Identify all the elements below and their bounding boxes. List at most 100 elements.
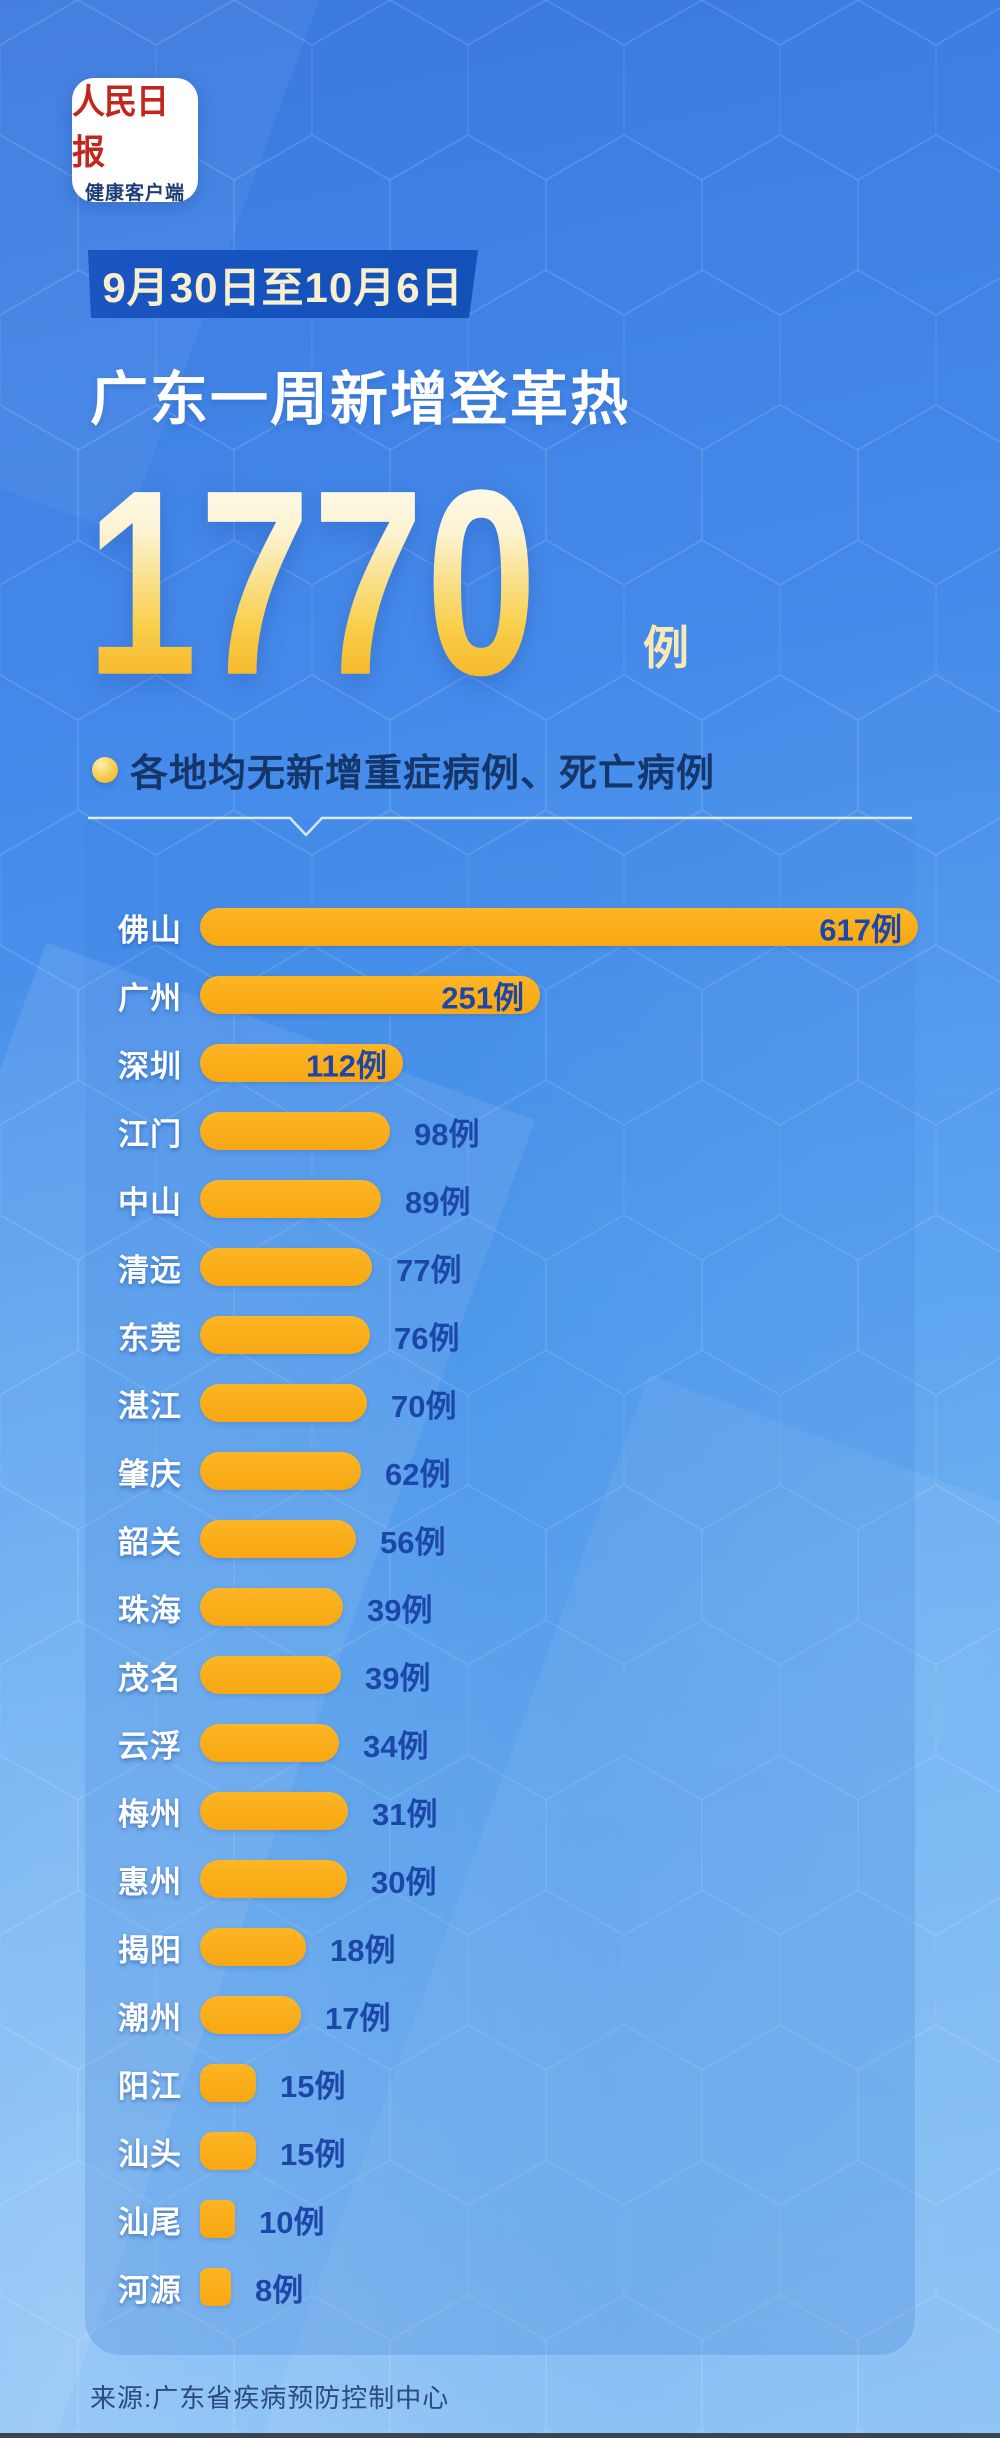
bar <box>200 1996 301 2034</box>
bar-value: 112例 <box>305 1048 387 1084</box>
bar-value: 76例 <box>394 1320 460 1356</box>
bar <box>200 2064 256 2102</box>
bar-value: 39例 <box>367 1592 433 1628</box>
bar-row: 汕尾 10例 <box>85 2200 915 2240</box>
bar-value: 10例 <box>259 2204 325 2240</box>
bar <box>200 1316 370 1354</box>
bar-value: 34例 <box>363 1728 429 1764</box>
bar-value: 617例 <box>819 912 902 948</box>
bar-label: 肇庆 <box>118 1456 182 1492</box>
bar-row: 江门 98例 <box>85 1112 915 1152</box>
bar-value: 56例 <box>380 1524 446 1560</box>
bar: 251例 <box>200 976 540 1016</box>
bar-row: 茂名 39例 <box>85 1656 915 1696</box>
bar-value: 18例 <box>330 1932 396 1968</box>
bar-row: 阳江 15例 <box>85 2064 915 2104</box>
bar-value: 39例 <box>365 1660 431 1696</box>
bar-value: 70例 <box>391 1388 457 1424</box>
date-range-badge: 9月30日至10月6日 <box>88 250 478 318</box>
note-row: 各地均无新增重症病例、死亡病例 <box>92 742 715 797</box>
bar <box>200 1520 356 1558</box>
bar-value: 15例 <box>280 2068 346 2104</box>
bar-row: 中山 89例 <box>85 1180 915 1220</box>
bar-value: 98例 <box>414 1116 480 1152</box>
bullet-dot-icon <box>92 756 118 783</box>
page-title: 广东一周新增登革热 <box>90 367 631 432</box>
bar-label: 阳江 <box>118 2068 182 2104</box>
bar-label: 河源 <box>118 2272 182 2308</box>
bar-row: 潮州 17例 <box>85 1996 915 2036</box>
bar <box>200 1180 381 1218</box>
logo-title: 人民日报 <box>72 83 169 172</box>
bar-label: 韶关 <box>118 1524 182 1560</box>
bar-row: 揭阳 18例 <box>85 1928 915 1968</box>
bar-value: 77例 <box>396 1252 462 1288</box>
people-daily-health-logo: 人民日报 健康客户端 <box>72 78 198 204</box>
bar-label: 江门 <box>118 1116 182 1152</box>
bar-value: 17例 <box>325 2000 391 2036</box>
bar <box>200 1792 348 1830</box>
bar-label: 深圳 <box>118 1048 182 1084</box>
bar-value: 251例 <box>441 980 524 1016</box>
bar: 112例 <box>200 1044 403 1084</box>
bar <box>200 1384 367 1422</box>
bar: 617例 <box>200 908 918 948</box>
bar-row: 河源 8例 <box>85 2268 915 2308</box>
bar-value: 89例 <box>405 1184 471 1220</box>
bar-label: 东莞 <box>118 1320 182 1356</box>
bottom-edge <box>0 2433 1000 2438</box>
bar-label: 潮州 <box>118 2000 182 2036</box>
bar-label: 汕头 <box>118 2136 182 2172</box>
bar-label: 中山 <box>118 1184 182 1220</box>
total-cases-number: 1770 <box>86 436 539 731</box>
bar-row: 珠海 39例 <box>85 1588 915 1628</box>
note-text: 各地均无新增重症病例、死亡病例 <box>130 753 716 795</box>
bar-label: 云浮 <box>118 1728 182 1764</box>
bar-label: 汕尾 <box>118 2204 182 2240</box>
bar-row: 深圳 112例 <box>85 1044 915 1084</box>
bar-label: 珠海 <box>118 1592 182 1628</box>
bar <box>200 1724 339 1762</box>
logo-subtitle: 健康客户端 <box>84 182 185 204</box>
date-range-text: 9月30日至10月6日 <box>102 263 464 311</box>
source-text: 来源:广东省疾病预防控制中心 <box>90 2383 450 2413</box>
bar <box>200 1452 361 1490</box>
bar-row: 东莞 76例 <box>85 1316 915 1356</box>
bar-row: 惠州 30例 <box>85 1860 915 1900</box>
bar-label: 湛江 <box>118 1388 182 1424</box>
bar-chart: 佛山 617例广州 251例深圳 112例江门 98例中山 89例清远 77例东莞 76例湛江… <box>85 908 918 2308</box>
bar-row: 佛山 617例 <box>85 908 918 948</box>
bar-row: 广州 251例 <box>85 976 915 1016</box>
bar <box>200 2200 235 2238</box>
total-cases-unit: 例 <box>643 622 689 674</box>
bar-value: 31例 <box>372 1796 438 1832</box>
bar-value: 62例 <box>385 1456 451 1492</box>
bar <box>200 1588 343 1626</box>
bar-label: 惠州 <box>118 1864 182 1900</box>
bar-label: 揭阳 <box>118 1932 182 1968</box>
bar <box>200 2132 256 2170</box>
bar <box>200 1928 306 1966</box>
bar <box>200 1112 390 1150</box>
bar-value: 30例 <box>371 1864 437 1900</box>
bar-label: 广州 <box>118 980 182 1016</box>
bar-row: 韶关 56例 <box>85 1520 915 1560</box>
bar-value: 15例 <box>280 2136 346 2172</box>
bar <box>200 1248 372 1286</box>
bar-row: 清远 77例 <box>85 1248 915 1288</box>
bar-label: 清远 <box>118 1252 182 1288</box>
bar <box>200 1656 341 1694</box>
bar-row: 云浮 34例 <box>85 1724 915 1764</box>
divider-notch-line <box>88 816 912 837</box>
bar-value: 8例 <box>255 2272 304 2308</box>
bar-label: 梅州 <box>118 1796 182 1832</box>
bar-label: 佛山 <box>118 912 182 948</box>
bar <box>200 2268 231 2306</box>
bar-row: 湛江 70例 <box>85 1384 915 1424</box>
bar-row: 汕头 15例 <box>85 2132 915 2172</box>
bar-row: 梅州 31例 <box>85 1792 915 1832</box>
bar-label: 茂名 <box>118 1660 182 1696</box>
bar <box>200 1860 347 1898</box>
bar-row: 肇庆 62例 <box>85 1452 915 1492</box>
